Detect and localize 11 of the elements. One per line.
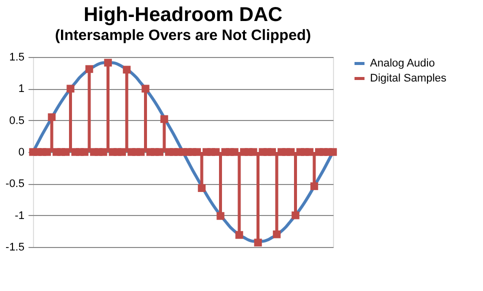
chart-subtitle: (Intersample Overs are Not Clipped) bbox=[55, 27, 311, 44]
y-tick-label: 1 bbox=[18, 83, 24, 96]
y-tick-label: -1 bbox=[14, 210, 24, 222]
legend-label: Analog Audio bbox=[370, 58, 435, 70]
legend-label: Digital Samples bbox=[370, 72, 447, 84]
chart-title: High-Headroom DAC bbox=[84, 4, 282, 26]
y-tick-label: 1.5 bbox=[9, 52, 24, 64]
y-tick-label: 0 bbox=[18, 146, 24, 158]
y-tick-label: 0.5 bbox=[9, 114, 24, 127]
y-tick-label: -1.5 bbox=[6, 242, 24, 254]
y-tick-label: -0.5 bbox=[6, 178, 24, 190]
